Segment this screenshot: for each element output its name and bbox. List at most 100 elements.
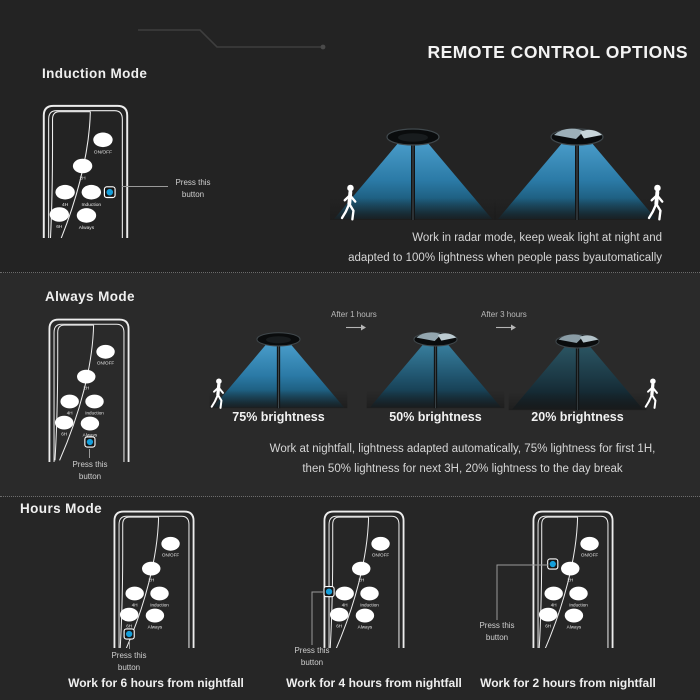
- press-connector-line: [89, 449, 90, 458]
- description-line: Work in radar mode, keep weak light at n…: [412, 232, 662, 244]
- always-button: [355, 608, 375, 623]
- induction-mode-description: Work in radar mode, keep weak light at n…: [348, 229, 662, 268]
- 2h-button: [142, 561, 161, 576]
- 4h-button-label: 4H: [67, 410, 73, 415]
- press-this-button-label: Press this button: [479, 621, 515, 642]
- press-this-button-label: Press this button: [72, 460, 108, 481]
- 2h-button-label: 2H: [79, 176, 86, 182]
- induction-button-label: Induction: [569, 602, 588, 607]
- 6h-button: [538, 607, 558, 622]
- induction-mode-heading: Induction Mode: [42, 66, 148, 81]
- remote-buttons: ON/OFF 2H 4H Induction 6H Always: [119, 536, 180, 629]
- remote-outline: [532, 510, 614, 648]
- brightness-label-20: 20% brightness: [531, 410, 624, 424]
- 2h-button: [77, 369, 96, 384]
- 2h-button-label: 2H: [567, 578, 573, 583]
- walking-person-icon: [644, 376, 661, 412]
- remote-outline: [113, 510, 195, 648]
- walking-person-icon: [340, 181, 360, 225]
- onoff-button-label: ON/OFF: [97, 361, 115, 366]
- walking-person-icon: [210, 376, 227, 412]
- onoff-button: [161, 536, 180, 551]
- description-line: adapted to 100% lightness when people pa…: [348, 251, 662, 264]
- brightness-label-50: 50% brightness: [389, 410, 482, 424]
- induction-button: [85, 394, 104, 409]
- 4h-button: [55, 184, 75, 200]
- 2h-button-label: 2H: [83, 386, 89, 391]
- always-button-label: Always: [83, 432, 98, 437]
- remote-buttons: ON/OFF 2H 4H Induction 6H Always: [54, 344, 115, 437]
- always-button-label: Always: [358, 624, 373, 629]
- remote-outline: [48, 318, 130, 462]
- remote-4-hours: ON/OFF 2H 4H Induction 6H Always: [318, 507, 410, 648]
- induction-button-label: Induction: [81, 202, 101, 208]
- induction-button-label: Induction: [150, 602, 169, 607]
- always-mode-description: Work at nightfall, lightness adapted aut…: [235, 440, 690, 479]
- street-lamp-beam-full-tilted: [494, 128, 660, 220]
- remote-control-illustration: ON/OFF 2H 4H Induction 6H Always: [323, 510, 405, 648]
- arrow-right-icon: [496, 324, 516, 331]
- hours-mode-caption-4h: Work for 4 hours from nightfall: [286, 676, 462, 690]
- transition-after-3-hours: After 3 hours: [481, 310, 527, 319]
- onoff-button: [93, 132, 113, 148]
- remote-buttons: ON/OFF 2H 4H Induction 6H Always: [49, 132, 113, 231]
- 6h-button: [54, 415, 74, 430]
- highlighted-press-button[interactable]: [323, 586, 335, 598]
- transition-after-1-hours: After 1 hours: [331, 310, 377, 319]
- 4h-button-label: 4H: [132, 602, 138, 607]
- walking-person-icon: [647, 181, 667, 225]
- street-lamp-beam-full: [330, 128, 496, 220]
- street-lamp-beam-75: [209, 332, 348, 409]
- induction-button: [360, 586, 379, 601]
- highlighted-press-button[interactable]: [103, 186, 116, 199]
- hours-mode-heading: Hours Mode: [20, 501, 103, 516]
- onoff-button-label: ON/OFF: [581, 553, 599, 558]
- 6h-button-label: 6H: [545, 624, 551, 629]
- always-button-label: Always: [148, 624, 163, 629]
- page-title: REMOTE CONTROL OPTIONS: [427, 42, 688, 62]
- 2h-button-label: 2H: [358, 578, 364, 583]
- 6h-button-label: 6H: [56, 224, 63, 230]
- remote-buttons: ON/OFF 2H 4H Induction 6H Always: [538, 536, 599, 629]
- remote-control-illustration: ON/OFF 2H 4H Induction 6H Always: [532, 510, 614, 648]
- 4h-button: [60, 394, 79, 409]
- 6h-button: [119, 607, 139, 622]
- hours-mode-caption-6h: Work for 6 hours from nightfall: [68, 676, 244, 690]
- highlighted-press-button[interactable]: [123, 628, 135, 640]
- induction-button: [569, 586, 588, 601]
- 2h-button-label: 2H: [148, 578, 154, 583]
- remote-outline: [42, 104, 129, 238]
- press-this-button-label: Press this button: [111, 651, 147, 672]
- 2h-button: [352, 561, 371, 576]
- section-divider: [0, 496, 700, 497]
- remote-control-illustration: ON/OFF 2H 4H Induction 6H Always: [42, 104, 129, 238]
- description-line: then 50% lightness for next 3H, 20% ligh…: [302, 462, 623, 475]
- onoff-button-label: ON/OFF: [162, 553, 180, 558]
- hours-mode-caption-2h: Work for 2 hours from nightfall: [480, 676, 656, 690]
- 6h-button: [49, 207, 70, 222]
- remote-6-hours: ON/OFF 2H 4H Induction 6H Always: [108, 507, 200, 648]
- remote-control-illustration: ON/OFF 2H 4H Induction 6H Always: [48, 318, 130, 462]
- 4h-button-label: 4H: [342, 602, 348, 607]
- remote-outline: [323, 510, 405, 648]
- arrow-right-icon: [346, 324, 366, 331]
- onoff-button-label: ON/OFF: [94, 149, 112, 155]
- remote-always-mode: ON/OFF 2H 4H Induction 6H Always: [43, 315, 135, 462]
- always-button: [80, 416, 100, 431]
- section-divider: [0, 272, 700, 273]
- induction-button-label: Induction: [360, 602, 379, 607]
- onoff-button-label: ON/OFF: [372, 553, 390, 558]
- 6h-button-label: 6H: [336, 624, 342, 629]
- street-lamp-beam-20: [508, 334, 647, 411]
- press-this-button-label: Press this button: [175, 178, 211, 199]
- 2h-button: [72, 158, 93, 174]
- always-button-label: Always: [567, 624, 582, 629]
- highlighted-press-button[interactable]: [84, 436, 96, 448]
- always-button: [145, 608, 165, 623]
- 4h-button: [544, 586, 563, 601]
- highlighted-press-button[interactable]: [547, 558, 559, 570]
- press-connector-line: [128, 641, 130, 649]
- 6h-button: [329, 607, 349, 622]
- remote-induction-mode: ON/OFF 2H 4H Induction 6H Always: [37, 101, 134, 238]
- 2h-button: [561, 561, 580, 576]
